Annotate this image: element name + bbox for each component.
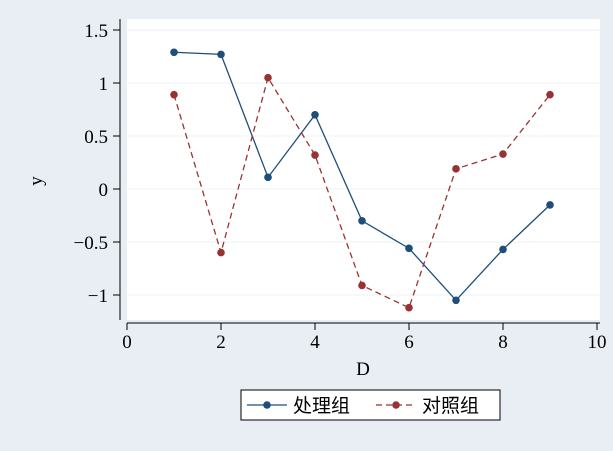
y-tick-label: 1 <box>99 74 109 95</box>
legend-label: 处理组 <box>293 395 350 417</box>
data-point <box>452 296 460 305</box>
x-axis-title: D <box>356 359 370 380</box>
legend-marker <box>263 401 271 409</box>
data-point <box>217 50 225 59</box>
x-tick-label: 0 <box>122 332 132 353</box>
y-axis-title: y <box>26 176 47 186</box>
data-point <box>264 173 272 182</box>
data-point <box>311 151 319 159</box>
legend: 处理组 对照组 <box>240 389 501 421</box>
data-point <box>499 245 507 254</box>
data-point <box>452 165 460 173</box>
plot-area <box>127 19 600 320</box>
x-tick-label: 2 <box>216 332 226 353</box>
series-2 <box>170 73 554 312</box>
legend-marker <box>392 401 400 409</box>
legend-item: 对照组 <box>376 395 479 417</box>
x-axis: 0 2 4 6 8 10 <box>122 323 607 353</box>
x-tick-label: 4 <box>310 332 320 353</box>
grid <box>127 29 600 296</box>
data-point <box>546 90 554 99</box>
series-layer <box>170 48 554 312</box>
data-point <box>405 244 413 253</box>
series-1 <box>170 48 554 305</box>
y-axis: 1.5 1 0.5 0 −0.5 −1 <box>74 21 120 307</box>
data-point <box>311 111 319 119</box>
data-point <box>170 90 178 99</box>
data-point <box>170 48 178 57</box>
data-point <box>217 248 225 257</box>
y-tick-label: 0.5 <box>84 127 108 148</box>
data-point <box>358 217 366 225</box>
y-tick-label: 1.5 <box>84 21 108 42</box>
x-tick-label: 8 <box>498 332 508 353</box>
y-tick-label: 0 <box>99 180 109 201</box>
y-tick-label: −0.5 <box>74 233 108 254</box>
x-tick-label: 10 <box>588 332 607 353</box>
data-point <box>405 303 413 312</box>
data-point <box>358 281 366 290</box>
y-tick-label: −1 <box>88 286 108 307</box>
x-tick-label: 6 <box>404 332 414 353</box>
data-point <box>546 201 554 209</box>
legend-item: 处理组 <box>247 395 350 417</box>
data-point <box>264 73 272 82</box>
legend-label: 对照组 <box>422 395 479 417</box>
data-point <box>499 150 507 158</box>
